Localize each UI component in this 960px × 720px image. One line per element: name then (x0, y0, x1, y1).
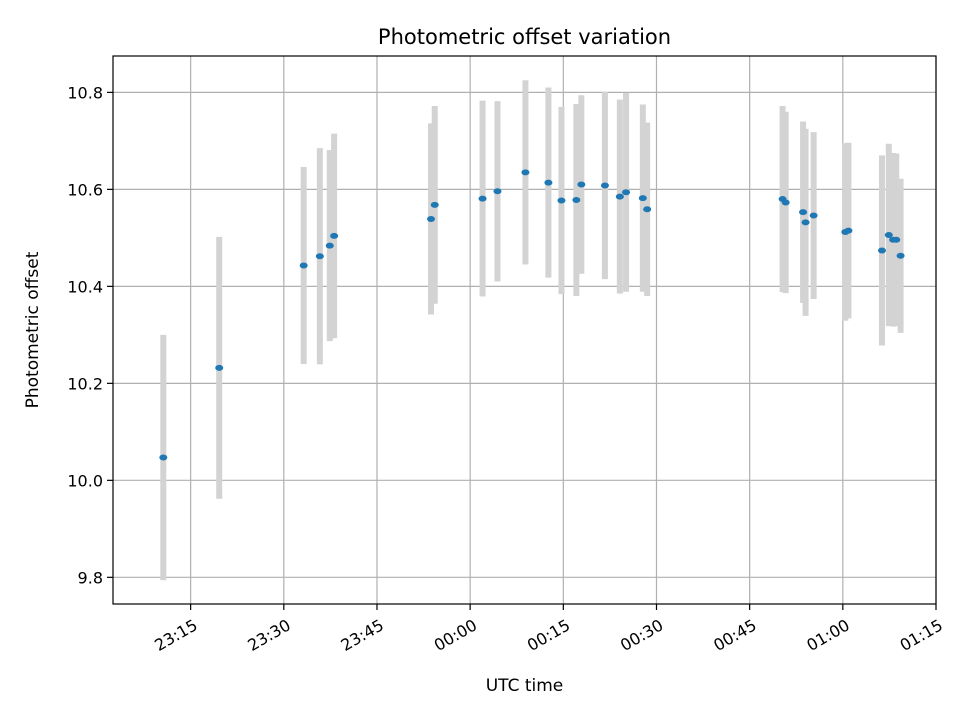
x-tick-label: 00:15 (524, 615, 573, 655)
x-tick-label: 01:15 (897, 615, 946, 655)
data-point (892, 236, 901, 243)
data-point (799, 209, 808, 216)
data-point (643, 206, 652, 213)
data-point (430, 201, 439, 208)
y-tick-label: 10.0 (67, 471, 103, 490)
data-point (801, 219, 810, 226)
data-point (427, 215, 436, 222)
data-point (159, 454, 168, 461)
data-point (521, 169, 530, 176)
x-axis-label: UTC time (486, 676, 564, 696)
data-point (315, 253, 324, 260)
data-point (781, 199, 790, 206)
data-point (884, 231, 893, 238)
data-point (330, 232, 339, 239)
data-point (809, 212, 818, 219)
data-points (159, 169, 905, 461)
x-tick-label: 00:00 (431, 615, 480, 655)
error-bars (160, 80, 904, 581)
data-point (572, 197, 581, 204)
x-tick-label: 23:30 (244, 615, 293, 655)
y-tick-label: 9.8 (78, 568, 103, 587)
y-tick-label: 10.4 (67, 277, 103, 296)
data-point (478, 195, 487, 202)
data-point (325, 242, 334, 249)
x-tick-label: 23:15 (151, 615, 200, 655)
x-tick-label: 01:00 (803, 615, 852, 655)
data-point (615, 193, 624, 200)
y-tick-label: 10.8 (67, 83, 103, 102)
data-point (622, 189, 631, 196)
chart-title: Photometric offset variation (378, 25, 671, 49)
x-tick-label: 00:30 (617, 615, 666, 655)
data-point (638, 195, 647, 202)
data-point (877, 247, 886, 254)
data-point (215, 364, 224, 371)
y-tick-label: 10.6 (67, 180, 103, 199)
y-tick-label: 10.2 (67, 374, 103, 393)
plot-frame (112, 55, 937, 605)
y-axis-label: Photometric offset (23, 251, 43, 408)
data-point (557, 197, 566, 204)
x-axis-ticks: 23:15 23:30 23:45 00:00 00:15 00:30 00:45 01:00… (151, 604, 946, 655)
data-point (299, 262, 308, 269)
data-point (844, 227, 853, 234)
data-point (544, 179, 553, 186)
x-tick-label: 23:45 (338, 615, 387, 655)
y-axis-ticks: 9.8 10.0 10.2 10.4 10.6 10.8 (67, 83, 113, 587)
data-point (493, 188, 502, 195)
data-point (577, 181, 586, 188)
data-point (896, 252, 905, 259)
data-point (600, 182, 609, 189)
x-tick-label: 00:45 (710, 615, 759, 655)
